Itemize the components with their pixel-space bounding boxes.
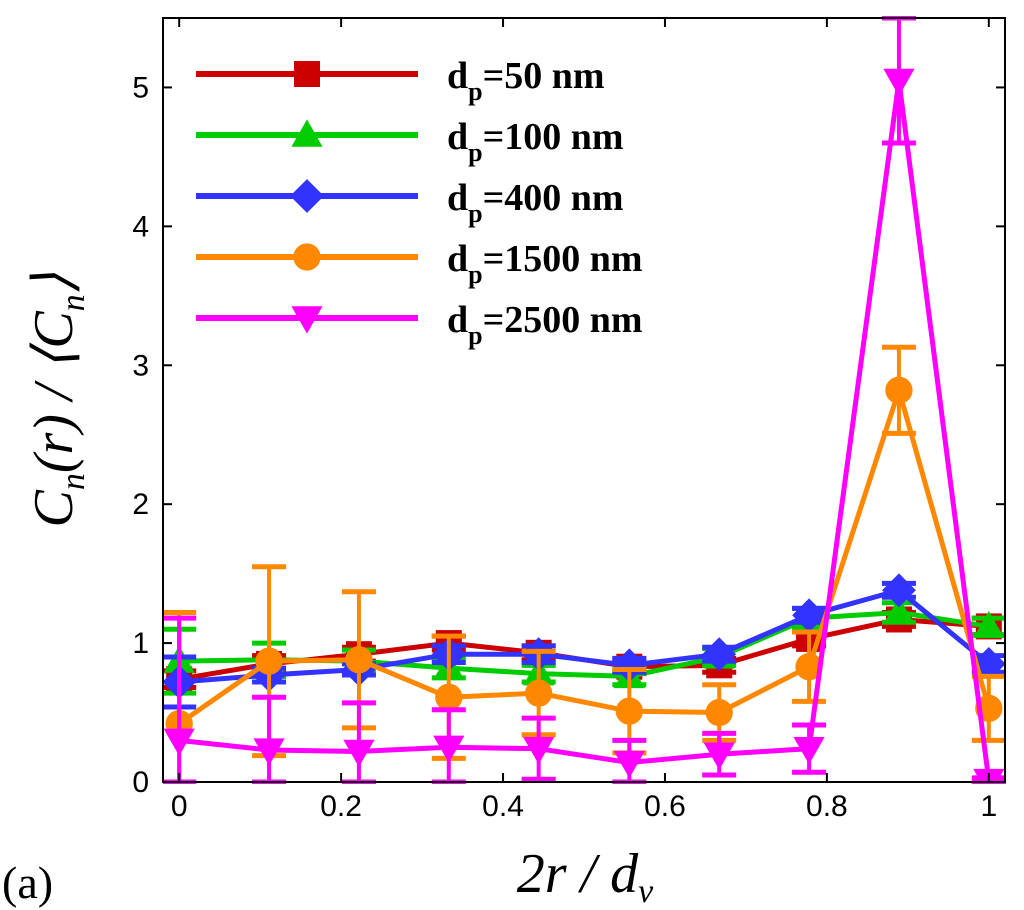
data-point (345, 646, 373, 674)
x-tick-label: 1 (980, 790, 997, 823)
data-point (705, 698, 733, 727)
data-point (703, 742, 735, 770)
data-point (253, 738, 285, 766)
x-axis-title: 2r / dv (517, 843, 654, 910)
x-tick-label: 0.6 (644, 790, 686, 823)
data-point (613, 750, 645, 779)
data-point (882, 573, 916, 608)
x-tick-label: 0.8 (806, 790, 848, 823)
data-point (525, 679, 553, 707)
plot-frame (162, 17, 1006, 783)
legend-item-4: dp=2500 nm (196, 299, 643, 350)
series-1 (163, 596, 1006, 696)
data-point (883, 596, 915, 625)
legend-item-0: dp=50 nm (196, 55, 605, 106)
legend-label: dp=100 nm (447, 116, 624, 167)
series-2 (163, 573, 1006, 710)
series-3 (163, 344, 1006, 784)
legend: dp=50 nm dp=100 nm dp=400 nm dp=1500 nm dp=2… (196, 55, 643, 350)
legend-item-3: dp=1500 nm (196, 238, 643, 289)
legend-marker (294, 61, 320, 87)
legend-marker (291, 119, 323, 147)
legend-marker (290, 179, 324, 213)
y-tick-label: 4 (132, 210, 149, 243)
y-tick-label: 0 (132, 766, 149, 799)
data-point (255, 647, 283, 675)
series-line (177, 387, 992, 726)
series-line (179, 610, 990, 679)
series-line (178, 616, 990, 682)
data-point (885, 376, 913, 404)
x-tick-label: 0.2 (320, 790, 362, 823)
legend-label: dp=400 nm (447, 177, 624, 228)
data-point (793, 736, 825, 765)
legend-label: dp=2500 nm (447, 299, 643, 350)
legend-label: dp=50 nm (447, 55, 605, 106)
data-point (973, 610, 1005, 639)
y-tick-label: 5 (132, 71, 149, 104)
data-point (523, 736, 555, 765)
series-line (178, 78, 992, 781)
y-tick-label: 2 (132, 488, 149, 521)
data-point (792, 598, 826, 633)
data-point (433, 735, 465, 763)
data-point (795, 653, 823, 681)
panel-label: (a) (2, 857, 53, 908)
y-tick-label: 3 (132, 349, 149, 382)
legend-item-2: dp=400 nm (196, 177, 624, 228)
data-point (612, 648, 647, 683)
axes-ticks: 0 0.2 0.4 0.6 0.8 1 0 1 2 3 4 5 (132, 18, 1005, 823)
legend-marker (291, 306, 323, 334)
x-tick-label: 0 (171, 790, 188, 823)
data-point (615, 697, 643, 725)
series-0 (163, 606, 1006, 693)
data-layer (163, 16, 1006, 784)
x-tick-label: 0.4 (482, 790, 524, 823)
y-tick-label: 1 (132, 627, 149, 660)
data-point (343, 739, 375, 768)
legend-marker (293, 243, 321, 271)
data-point (435, 683, 463, 711)
y-axis-title: Cn(r) / ⟨Cn⟩ (23, 272, 92, 527)
data-point (702, 637, 737, 672)
series-line (178, 587, 991, 685)
legend-item-1: dp=100 nm (196, 116, 624, 167)
data-point (883, 68, 915, 97)
data-point (163, 728, 195, 756)
legend-label: dp=1500 nm (447, 238, 643, 289)
